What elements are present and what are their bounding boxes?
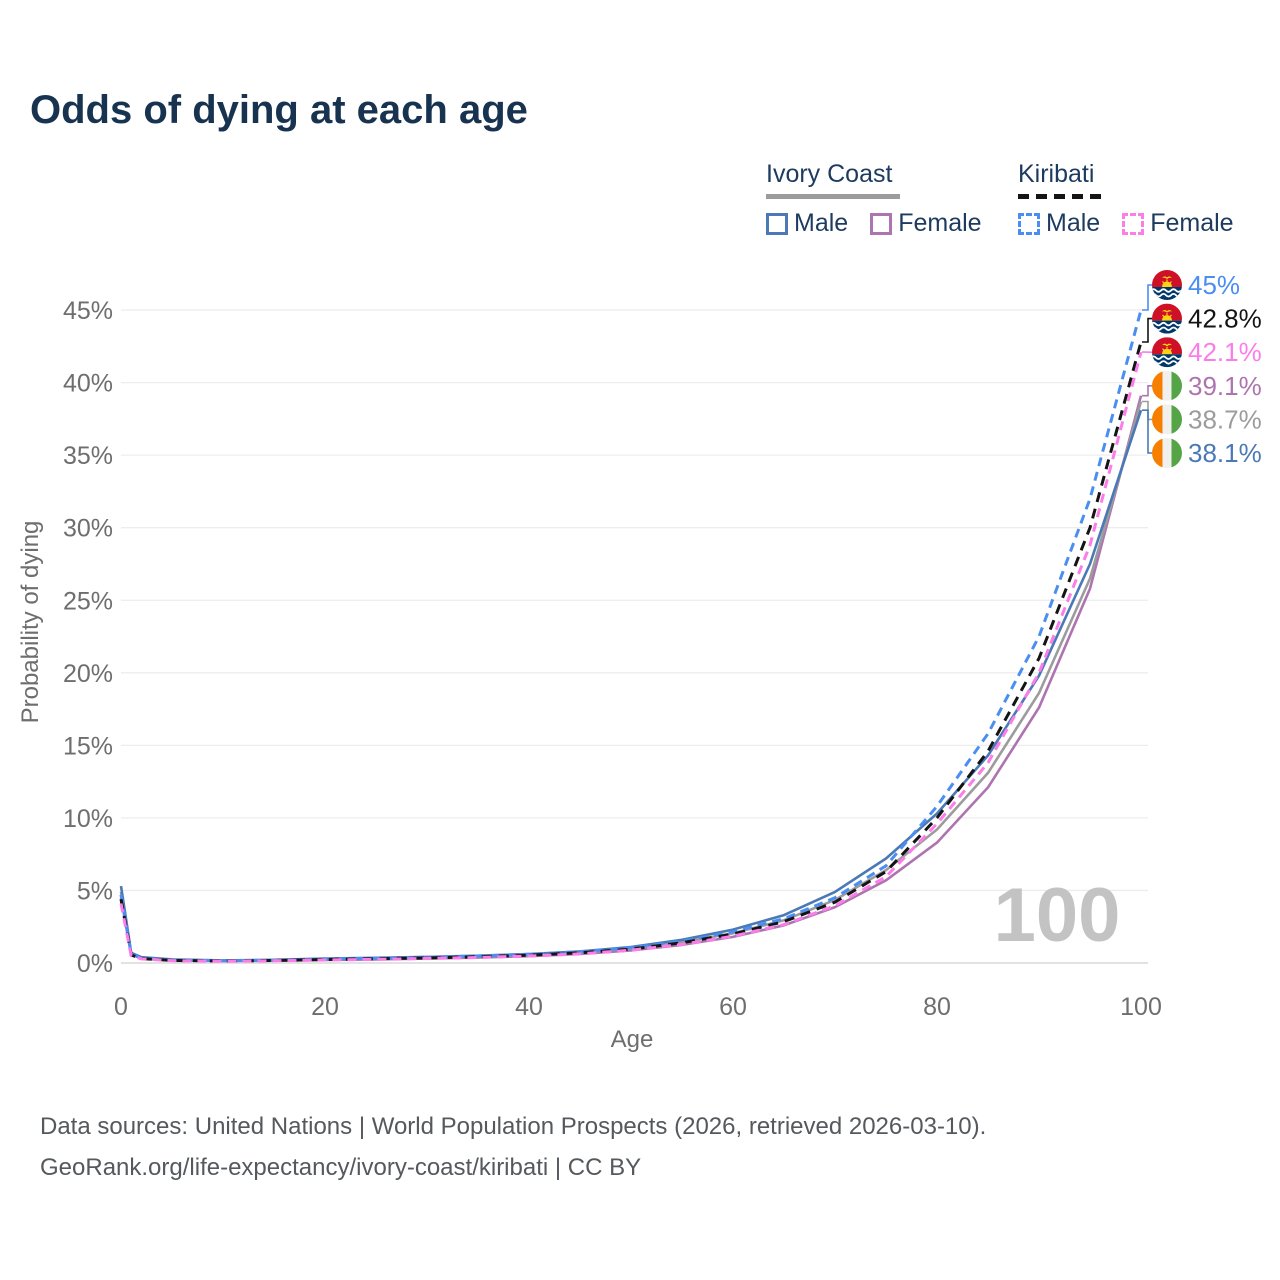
x-tick-label-40: 40 [515, 993, 543, 1021]
series-line-kiribati-male[interactable] [119, 309, 1143, 963]
y-tick-label-45: 45% [63, 297, 113, 325]
end-label-ivory-coast-male[interactable]: 38.1% [1188, 438, 1262, 468]
y-tick-label-30: 30% [63, 515, 113, 543]
legend-underline-dashed [1018, 194, 1106, 199]
series-line-ivory-coast-female[interactable] [119, 395, 1143, 963]
y-tick-label-0: 0% [77, 950, 113, 978]
legend-swatch-kiribati-female [1122, 212, 1145, 235]
flag-icon-ivory-coast [1152, 404, 1182, 434]
legend-label-kiribati-male: Male [1046, 209, 1101, 237]
y-tick-label-5: 5% [77, 877, 113, 905]
legend-swatch-kiribati-male [1018, 212, 1040, 235]
flag-icon-kiribati [1151, 270, 1182, 300]
y-tick-label-35: 35% [63, 442, 113, 470]
series-line-ivory-coast-both[interactable] [119, 401, 1143, 962]
x-tick-label-20: 20 [311, 993, 339, 1021]
legend-label-ivory-coast-male: Male [794, 209, 849, 237]
x-tick-label-0: 0 [114, 993, 128, 1021]
flag-icon-kiribati [1151, 337, 1182, 367]
legend-swatch-ivory-coast-male [766, 212, 788, 235]
footer-data-sources: Data sources: United Nations | World Pop… [40, 1113, 987, 1140]
legend-label-kiribati-female: Female [1150, 209, 1234, 237]
y-tick-label-10: 10% [63, 805, 113, 833]
x-tick-label-60: 60 [719, 993, 747, 1021]
legend-group-kiribati: Kiribati Male Female [1018, 160, 1234, 238]
x-axis-title: Age [610, 1026, 654, 1053]
end-leader-male [1142, 409, 1152, 454]
y-tick-label-20: 20% [63, 660, 113, 688]
end-label-kiribati-male[interactable]: 45% [1188, 270, 1240, 300]
y-axis-title: Probability of dying [17, 520, 44, 724]
end-label-ivory-coast-both[interactable]: 38.7% [1188, 404, 1262, 434]
legend-group-title-kiribati: Kiribati [1018, 160, 1095, 188]
end-label-kiribati-both[interactable]: 42.8% [1188, 304, 1262, 334]
watermark-age: 100 [994, 873, 1121, 958]
flag-icon-ivory-coast [1152, 438, 1182, 468]
end-leader-female [1142, 385, 1152, 397]
series-line-ivory-coast-male[interactable] [119, 409, 1143, 962]
series-line-kiribati-both[interactable] [119, 341, 1143, 963]
y-tick-label-15: 15% [63, 732, 113, 760]
legend-underline-solid [766, 194, 900, 199]
legend-label-ivory-coast-female: Female [898, 209, 982, 237]
legend-item-kiribati-female[interactable]: Female [1122, 209, 1234, 238]
series-layer [119, 309, 1143, 963]
legend-group-title-ivory-coast: Ivory Coast [766, 160, 893, 188]
footer: Data sources: United Nations | World Pop… [40, 1106, 986, 1188]
end-label-ivory-coast-female[interactable]: 39.1% [1188, 371, 1262, 401]
end-label-kiribati-female[interactable]: 42.1% [1188, 337, 1262, 367]
end-leader-male [1142, 284, 1152, 311]
y-tick-label-25: 25% [63, 587, 113, 615]
flag-icon-kiribati [1151, 304, 1182, 334]
end-leader-both [1142, 317, 1152, 343]
annotation-layer: 45% 42.8%42.1% 39.1%38.7% 38.1% [1142, 270, 1262, 468]
grid-layer: 0% 5% 10% 15% 20% 25% 30% 35% 40% 45% 0 20 40 60 80 100… [63, 297, 1162, 1021]
legend-item-kiribati-male[interactable]: Male [1018, 209, 1100, 238]
x-tick-label-100: 100 [1120, 993, 1162, 1021]
footer-attribution: GeoRank.org/life-expectancy/ivory-coast/… [40, 1154, 642, 1181]
y-tick-label-40: 40% [63, 370, 113, 398]
flag-icon-ivory-coast [1152, 371, 1182, 401]
legend-group-ivory-coast: Ivory Coast Male Female [766, 160, 982, 238]
series-line-kiribati-female[interactable] [119, 351, 1143, 963]
x-tick-label-80: 80 [923, 993, 951, 1021]
legend-item-ivory-coast-female[interactable]: Female [870, 209, 982, 238]
page-title: Odds of dying at each age [30, 88, 528, 132]
legend-item-ivory-coast-male[interactable]: Male [766, 209, 848, 238]
legend-swatch-ivory-coast-female [870, 212, 893, 235]
